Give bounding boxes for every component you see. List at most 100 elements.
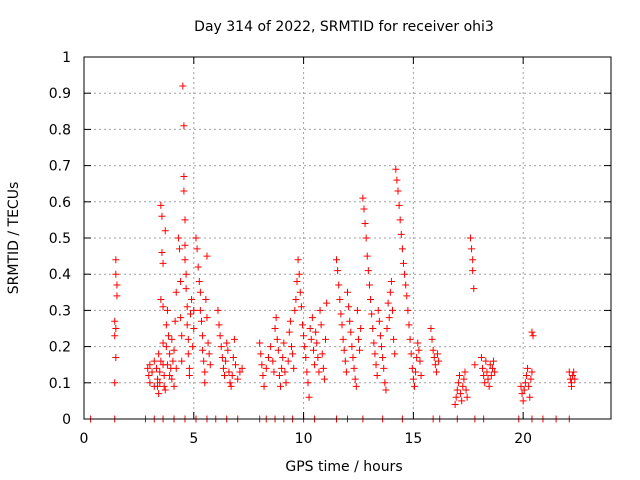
data-point: [206, 361, 214, 369]
data-point: [159, 339, 167, 347]
data-point: [186, 310, 194, 318]
data-point: [435, 357, 443, 365]
data-point: [360, 205, 368, 213]
data-point: [370, 339, 378, 347]
data-point: [177, 314, 185, 322]
data-point: [387, 277, 395, 285]
data-point: [313, 339, 321, 347]
data-point: [434, 350, 442, 358]
data-point: [306, 325, 314, 332]
y-tick-label: 0.6: [49, 195, 71, 211]
data-point: [156, 379, 164, 387]
data-point: [484, 375, 492, 383]
data-point: [379, 353, 387, 361]
data-point: [320, 375, 328, 383]
data-point: [168, 335, 176, 343]
data-point: [354, 335, 362, 343]
data-point: [170, 346, 178, 354]
data-point: [385, 314, 393, 322]
data-point: [303, 368, 311, 376]
data-point: [277, 382, 285, 390]
data-point: [264, 353, 272, 361]
data-point: [466, 234, 474, 242]
data-point: [226, 379, 234, 387]
data-point: [178, 332, 186, 340]
x-tick-label: 0: [80, 431, 89, 447]
data-point: [293, 277, 301, 285]
data-point: [176, 245, 184, 253]
data-point: [159, 259, 167, 267]
y-tick-label: 0.5: [49, 231, 71, 247]
data-point: [291, 306, 299, 314]
data-point: [351, 375, 359, 383]
data-point: [479, 364, 487, 372]
data-point: [232, 361, 240, 369]
data-point: [284, 357, 292, 365]
data-point: [371, 350, 379, 358]
data-point: [461, 368, 469, 376]
data-point: [353, 306, 361, 314]
data-point: [352, 382, 360, 390]
data-point: [373, 372, 381, 380]
data-point: [157, 201, 165, 209]
data-point: [156, 368, 164, 376]
data-point: [225, 368, 233, 376]
data-point: [163, 361, 171, 369]
data-point: [285, 328, 293, 336]
data-point: [158, 248, 166, 256]
data-point: [182, 270, 190, 278]
data-point: [269, 357, 277, 365]
data-point: [570, 368, 578, 376]
data-point: [524, 364, 532, 372]
data-point: [179, 82, 187, 90]
data-point: [282, 379, 290, 387]
data-point: [158, 212, 166, 220]
data-point: [195, 277, 203, 285]
data-point: [341, 357, 349, 365]
data-point: [369, 325, 377, 332]
data-point: [192, 234, 200, 242]
x-tick-label: 10: [295, 431, 313, 447]
data-point: [391, 350, 399, 358]
data-point: [481, 379, 489, 387]
data-point: [301, 343, 309, 351]
data-point: [376, 332, 384, 340]
data-point: [168, 375, 176, 383]
data-point: [384, 299, 392, 307]
data-point: [469, 256, 477, 264]
data-point: [312, 328, 320, 336]
data-point: [363, 252, 371, 260]
y-axis-title: SRMTID / TECUs: [6, 182, 22, 295]
data-point: [382, 386, 390, 394]
data-point: [487, 372, 495, 380]
data-point: [169, 357, 177, 365]
data-point: [322, 335, 330, 343]
y-tick-label: 0.2: [49, 340, 71, 356]
data-point: [346, 317, 354, 325]
data-point: [417, 372, 425, 380]
data-point: [256, 339, 264, 347]
data-point: [402, 281, 410, 289]
axes: 00.10.20.30.40.50.60.70.80.910 5 10 15 20: [49, 50, 611, 447]
data-point: [316, 306, 324, 314]
x-tick-label: 5: [189, 431, 198, 447]
data-point: [288, 343, 296, 351]
data-point: [398, 245, 406, 253]
data-point: [457, 390, 465, 398]
data-point: [413, 353, 421, 361]
data-point: [333, 256, 341, 264]
data-point: [184, 350, 192, 358]
data-point: [203, 314, 211, 322]
data-point: [148, 368, 156, 376]
y-tick-label: 0.7: [49, 159, 71, 175]
data-point: [201, 368, 209, 376]
data-point: [296, 288, 304, 296]
data-point: [356, 346, 364, 354]
data-point: [290, 364, 298, 372]
data-point: [196, 306, 204, 314]
data-point: [318, 350, 326, 358]
data-point: [111, 332, 119, 340]
data-point: [262, 364, 270, 372]
data-point: [181, 241, 189, 249]
data-point: [311, 361, 319, 369]
